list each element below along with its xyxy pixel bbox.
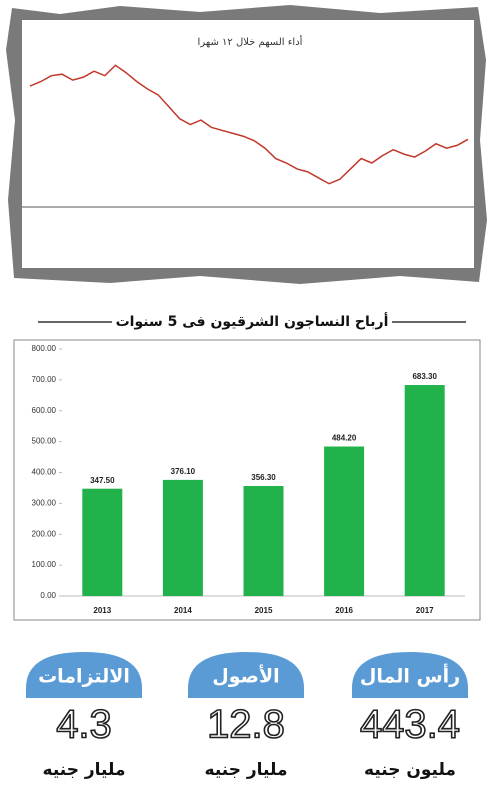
x-tick-label: 2015: [255, 606, 273, 615]
y-tick-label: 0.00: [40, 591, 56, 600]
y-tick-label: 300.00: [32, 498, 57, 507]
kpi-label: رأس المال: [360, 664, 460, 688]
kpi-value: 443.4: [360, 703, 460, 747]
value-label: 484.20: [332, 434, 357, 443]
y-tick-label: 200.00: [32, 529, 57, 538]
y-tick-label: 500.00: [32, 437, 57, 446]
bar: [404, 385, 445, 596]
bar: [243, 485, 284, 596]
kpi-unit: مليون جنيه: [364, 760, 456, 780]
kpi-value: 12.8: [207, 703, 285, 747]
bar-title: أرباح النساجون الشرقيون فى 5 سنوات: [116, 312, 389, 330]
stock-title: أداء السهم خلال ١٢ شهرا: [198, 35, 303, 48]
y-tick-label: 800.00: [32, 344, 57, 353]
value-label: 683.30: [412, 372, 437, 381]
x-tick-label: 2013: [93, 606, 111, 615]
stock-panel: [22, 20, 474, 268]
bar: [82, 488, 123, 596]
kpi-label: الالتزامات: [38, 666, 130, 688]
bar: [162, 479, 203, 596]
kpi-cap: [26, 652, 142, 698]
kpi-cap: [188, 652, 304, 698]
x-tick-label: 2014: [174, 606, 192, 615]
bar: [324, 446, 365, 596]
y-tick-label: 600.00: [32, 406, 57, 415]
y-tick-label: 700.00: [32, 375, 57, 384]
kpi-value: 4.3: [56, 703, 112, 747]
kpi-unit: مليار جنيه: [205, 760, 288, 780]
value-label: 356.30: [251, 473, 276, 482]
kpi-cap: [352, 652, 468, 698]
kpi-label: الأصول: [212, 665, 279, 688]
price-line: [29, 64, 469, 185]
value-label: 376.10: [171, 467, 196, 476]
kpi-unit: مليار جنيه: [43, 760, 126, 780]
y-tick-label: 400.00: [32, 468, 57, 477]
value-label: 347.50: [90, 476, 115, 485]
x-tick-label: 2016: [335, 606, 353, 615]
y-tick-label: 100.00: [32, 560, 57, 569]
x-tick-label: 2017: [416, 606, 434, 615]
